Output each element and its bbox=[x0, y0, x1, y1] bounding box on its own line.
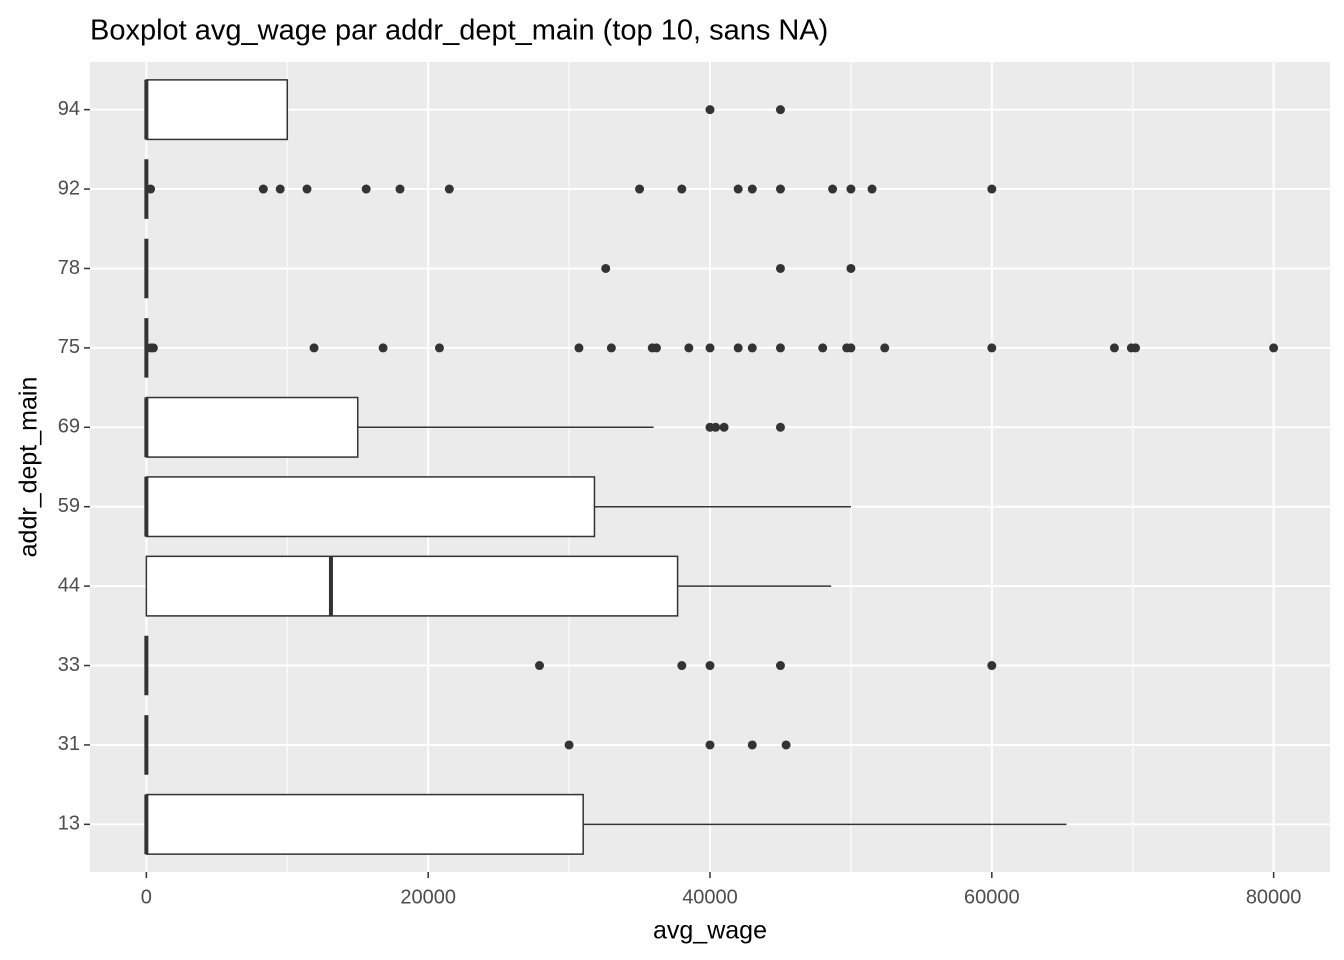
outlier bbox=[434, 343, 444, 353]
outlier bbox=[677, 184, 687, 194]
y-tick-label: 69 bbox=[58, 416, 80, 438]
outlier bbox=[987, 661, 997, 671]
outlier bbox=[987, 343, 997, 353]
outlier bbox=[606, 343, 616, 353]
x-axis-title: avg_wage bbox=[653, 917, 767, 945]
outlier bbox=[275, 184, 285, 194]
outlier bbox=[775, 263, 785, 273]
box bbox=[145, 555, 679, 617]
y-tick-label: 59 bbox=[58, 495, 80, 517]
outlier bbox=[705, 661, 715, 671]
y-tick-label: 33 bbox=[58, 654, 80, 676]
outlier bbox=[361, 184, 371, 194]
outlier bbox=[846, 263, 856, 273]
y-tick-label: 78 bbox=[58, 257, 80, 279]
x-tick-label: 40000 bbox=[682, 886, 738, 908]
y-tick-label: 75 bbox=[58, 336, 80, 358]
outlier bbox=[846, 343, 856, 353]
outlier bbox=[302, 184, 312, 194]
y-tick-label: 92 bbox=[58, 177, 80, 199]
outlier bbox=[535, 661, 544, 671]
outlier bbox=[1109, 343, 1119, 353]
outlier bbox=[705, 740, 715, 750]
y-tick-label: 44 bbox=[58, 574, 80, 596]
outlier bbox=[378, 343, 388, 353]
y-tick-label: 31 bbox=[58, 733, 80, 755]
outlier bbox=[309, 343, 319, 353]
outlier bbox=[564, 740, 574, 750]
outlier bbox=[880, 343, 890, 353]
outlier bbox=[775, 422, 785, 432]
outlier bbox=[651, 343, 661, 353]
x-tick-label: 80000 bbox=[1246, 886, 1302, 908]
outlier bbox=[684, 343, 694, 353]
outlier bbox=[775, 661, 785, 671]
outlier bbox=[747, 343, 757, 353]
y-axis-title: addr_dept_main bbox=[15, 377, 43, 558]
outlier bbox=[258, 184, 268, 194]
outlier bbox=[711, 422, 721, 432]
outlier bbox=[677, 661, 687, 671]
outlier bbox=[987, 184, 997, 194]
outlier bbox=[775, 184, 785, 194]
outlier bbox=[705, 343, 715, 353]
outlier bbox=[818, 343, 828, 353]
outlier bbox=[148, 343, 158, 353]
outlier bbox=[1269, 343, 1279, 353]
outlier bbox=[747, 740, 757, 750]
outlier bbox=[781, 740, 791, 750]
outlier bbox=[1131, 343, 1141, 353]
x-tick-label: 0 bbox=[141, 886, 152, 908]
outlier bbox=[146, 184, 156, 194]
outlier bbox=[747, 184, 757, 194]
outlier bbox=[635, 184, 645, 194]
outlier bbox=[574, 343, 584, 353]
outlier bbox=[775, 105, 785, 115]
outlier bbox=[444, 184, 454, 194]
box bbox=[145, 793, 584, 855]
chart-title: Boxplot avg_wage par addr_dept_main (top… bbox=[90, 15, 828, 47]
outlier bbox=[719, 422, 729, 432]
outlier bbox=[705, 105, 715, 115]
outlier bbox=[733, 343, 743, 353]
outlier bbox=[395, 184, 405, 194]
x-tick-label: 20000 bbox=[400, 886, 456, 908]
y-tick-label: 13 bbox=[58, 813, 80, 835]
outlier bbox=[601, 263, 611, 273]
box bbox=[145, 79, 289, 141]
outlier bbox=[846, 184, 856, 194]
outlier bbox=[867, 184, 877, 194]
y-tick-label: 94 bbox=[58, 98, 80, 120]
box bbox=[145, 476, 596, 538]
outlier bbox=[828, 184, 838, 194]
x-tick-label: 60000 bbox=[964, 886, 1020, 908]
outlier bbox=[733, 184, 743, 194]
box bbox=[145, 396, 359, 458]
outlier bbox=[775, 343, 785, 353]
